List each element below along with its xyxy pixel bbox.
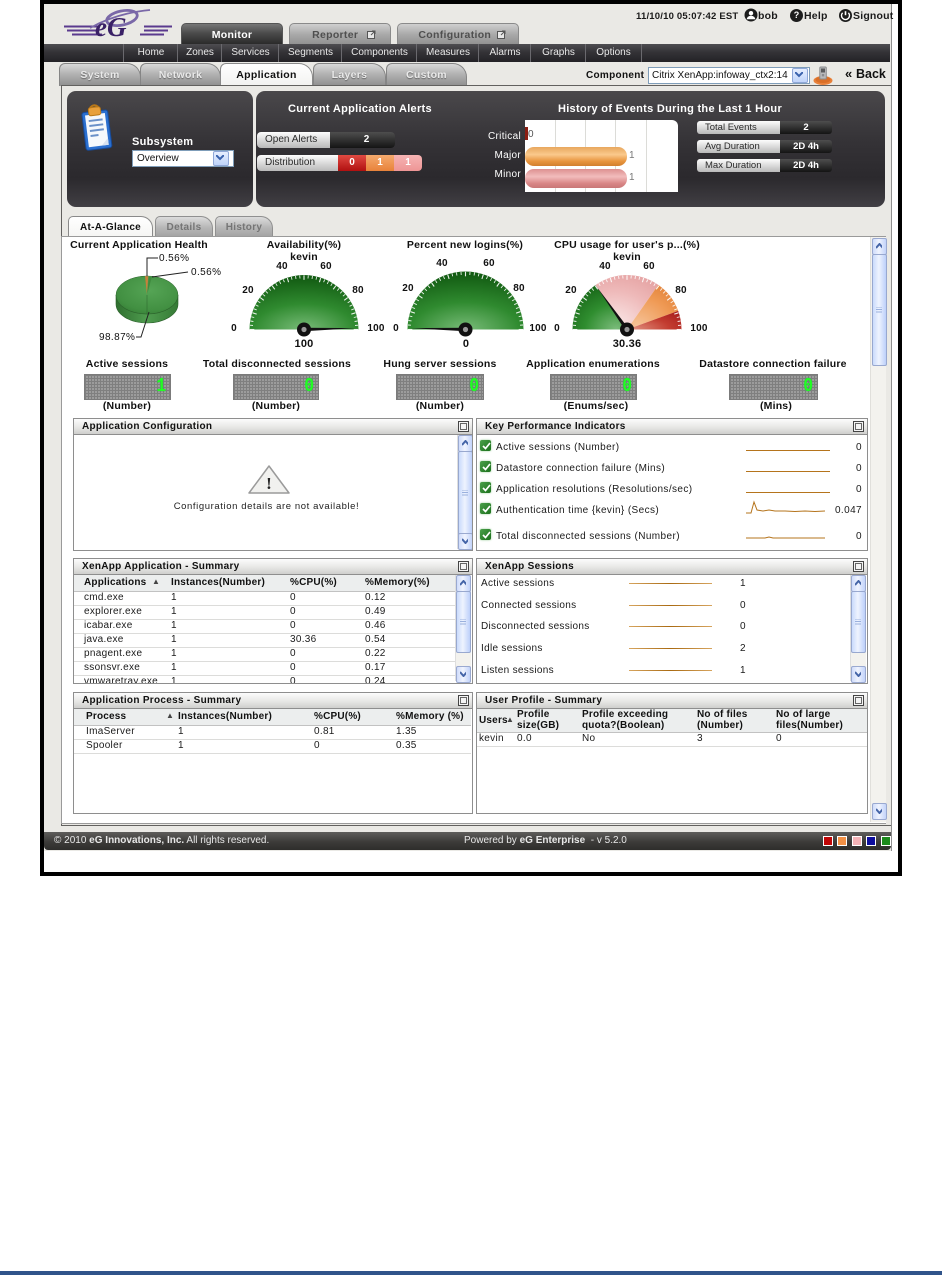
svg-text:!: ! [266,474,272,493]
svg-text:eG: eG [95,12,127,42]
